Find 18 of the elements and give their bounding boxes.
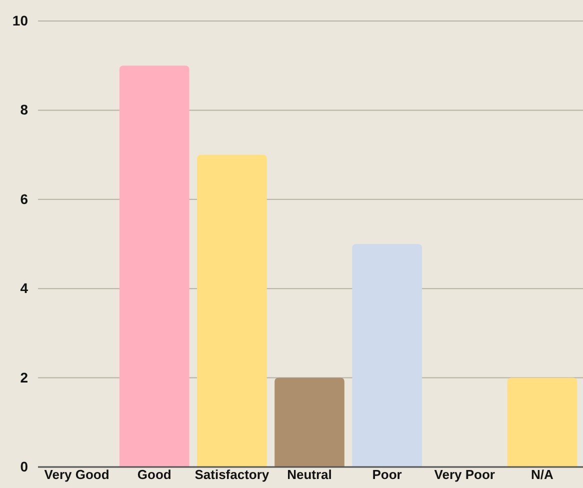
y-tick-label: 0 bbox=[20, 458, 28, 474]
x-tick-label: Very Poor bbox=[434, 467, 495, 482]
bar bbox=[507, 378, 578, 467]
x-tick-label: Good bbox=[137, 467, 172, 482]
bar bbox=[274, 378, 344, 467]
x-tick-label: Poor bbox=[372, 467, 402, 482]
y-tick-label: 8 bbox=[20, 102, 28, 118]
y-tick-label: 2 bbox=[20, 369, 28, 386]
y-tick-label: 10 bbox=[12, 12, 28, 28]
x-tick-label: N/A bbox=[531, 467, 554, 482]
bar bbox=[352, 244, 422, 467]
x-tick-label: Very Good bbox=[44, 467, 110, 482]
bar bbox=[119, 66, 190, 467]
bar bbox=[197, 154, 267, 467]
x-tick-label: Satisfactory bbox=[194, 467, 270, 482]
x-tick-label: Neutral bbox=[287, 467, 332, 482]
y-tick-label: 4 bbox=[20, 280, 28, 296]
y-tick-label: 6 bbox=[20, 190, 28, 207]
